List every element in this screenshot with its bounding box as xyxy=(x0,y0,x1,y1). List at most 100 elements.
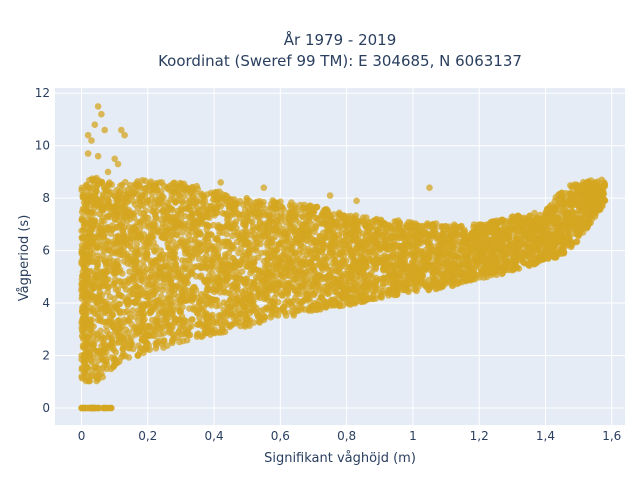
data-point xyxy=(325,284,332,291)
data-point xyxy=(225,289,232,297)
data-point xyxy=(312,254,319,261)
data-point xyxy=(118,354,125,361)
data-point xyxy=(222,253,229,261)
data-point xyxy=(189,184,196,192)
data-point xyxy=(96,317,104,325)
data-point xyxy=(505,233,513,240)
data-point xyxy=(200,322,208,330)
data-point xyxy=(157,252,164,259)
data-point xyxy=(280,225,287,233)
data-point xyxy=(203,246,210,254)
data-point xyxy=(103,241,110,248)
data-point xyxy=(201,258,209,265)
data-point xyxy=(177,186,185,194)
data-point xyxy=(234,287,241,294)
data-point xyxy=(501,261,509,268)
data-point xyxy=(529,251,537,259)
data-point xyxy=(78,295,86,302)
data-point xyxy=(175,329,182,336)
data-point xyxy=(163,214,170,222)
data-point xyxy=(279,305,287,312)
data-point xyxy=(254,240,261,248)
data-point xyxy=(276,288,283,296)
data-point xyxy=(137,202,145,209)
data-point xyxy=(178,290,186,297)
data-point xyxy=(194,185,201,193)
data-point xyxy=(137,276,144,284)
data-point xyxy=(139,177,146,184)
data-point xyxy=(106,247,114,254)
data-point xyxy=(244,307,251,314)
data-point xyxy=(380,263,388,270)
data-point xyxy=(95,371,103,379)
data-point xyxy=(169,238,177,245)
data-point xyxy=(106,293,114,301)
data-point xyxy=(181,330,188,338)
data-point xyxy=(283,237,291,245)
data-point xyxy=(236,315,244,322)
data-point xyxy=(363,296,371,304)
data-point xyxy=(145,290,152,298)
data-point xyxy=(351,300,359,307)
data-point xyxy=(131,265,138,273)
data-point xyxy=(177,308,185,315)
data-point xyxy=(88,189,95,197)
scatter-points xyxy=(78,103,609,412)
data-point xyxy=(343,289,351,296)
data-point xyxy=(105,307,112,315)
data-point xyxy=(78,373,85,380)
data-point xyxy=(224,260,232,267)
data-point xyxy=(178,180,185,188)
data-point xyxy=(209,210,216,217)
data-point xyxy=(315,283,323,291)
data-point xyxy=(473,230,480,237)
data-point xyxy=(244,250,252,257)
data-point xyxy=(203,191,211,198)
data-point xyxy=(94,261,101,269)
data-point xyxy=(238,229,246,236)
data-point xyxy=(450,245,457,253)
data-point xyxy=(179,229,186,236)
data-point xyxy=(263,229,270,236)
data-point xyxy=(124,334,132,342)
data-point xyxy=(224,304,232,311)
data-point xyxy=(213,203,220,211)
data-point xyxy=(125,207,133,214)
data-point xyxy=(94,182,101,189)
data-point xyxy=(330,211,338,218)
data-point xyxy=(514,240,522,247)
data-point xyxy=(245,283,252,290)
data-point xyxy=(99,297,106,305)
data-point xyxy=(456,264,464,272)
data-point xyxy=(79,235,86,243)
data-point xyxy=(235,249,242,257)
data-point xyxy=(387,224,394,231)
data-point xyxy=(373,285,380,293)
data-point xyxy=(260,198,267,206)
data-point xyxy=(350,279,357,287)
data-point xyxy=(232,300,240,308)
data-point xyxy=(151,283,158,290)
data-point xyxy=(424,238,432,246)
data-point xyxy=(258,235,265,243)
data-point xyxy=(129,225,136,232)
data-point xyxy=(191,284,198,291)
data-point xyxy=(488,254,496,261)
data-point xyxy=(435,247,443,254)
data-point xyxy=(87,229,94,236)
data-point xyxy=(238,268,246,275)
data-point xyxy=(448,268,455,276)
data-point xyxy=(289,244,296,251)
data-point xyxy=(271,251,279,259)
data-point xyxy=(254,285,261,293)
data-point xyxy=(409,262,416,270)
data-point xyxy=(525,235,533,243)
data-point xyxy=(297,306,305,313)
data-point xyxy=(313,275,321,282)
data-point xyxy=(186,251,193,258)
data-point xyxy=(116,268,123,276)
data-point xyxy=(145,342,152,349)
data-point xyxy=(310,291,318,299)
data-point xyxy=(132,298,139,306)
data-point xyxy=(93,330,100,338)
